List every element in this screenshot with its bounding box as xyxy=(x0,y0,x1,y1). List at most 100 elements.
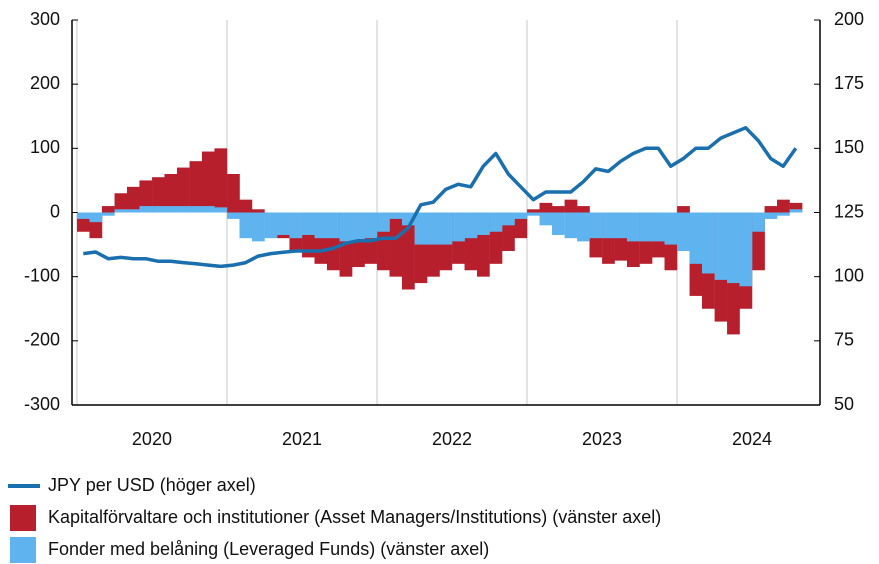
bar xyxy=(239,212,253,239)
bar xyxy=(227,212,240,219)
bar xyxy=(289,212,303,239)
bar xyxy=(577,206,590,213)
bar xyxy=(527,212,540,216)
bar xyxy=(164,206,178,213)
bar xyxy=(464,212,478,239)
y-tick-label: 0 xyxy=(50,201,60,221)
bar xyxy=(164,174,178,213)
bar xyxy=(739,212,753,287)
bar xyxy=(789,202,803,213)
bar xyxy=(201,206,215,213)
bar xyxy=(126,186,140,213)
legend-label: JPY per USD (höger axel) xyxy=(48,475,256,495)
bar xyxy=(664,212,678,245)
bar xyxy=(176,206,190,213)
legend-label: Kapitalförvaltare och institutioner (Ass… xyxy=(48,507,661,527)
bar xyxy=(727,212,740,284)
bar xyxy=(189,206,203,213)
y-tick-label: -100 xyxy=(24,265,60,285)
x-tick-label: 2022 xyxy=(432,429,472,449)
bar xyxy=(652,212,665,242)
bar xyxy=(527,209,540,213)
bar xyxy=(364,212,378,239)
bar xyxy=(77,212,90,219)
bar xyxy=(126,209,140,213)
y2-tick-label: 175 xyxy=(834,73,864,93)
bar xyxy=(251,209,265,213)
bar xyxy=(689,212,703,264)
bar xyxy=(702,212,715,274)
bar xyxy=(201,151,215,213)
legend-swatch xyxy=(10,505,36,531)
bar xyxy=(639,212,653,242)
bar xyxy=(677,212,690,251)
y2-tick-label: 75 xyxy=(834,330,854,350)
bar xyxy=(502,212,515,226)
y-tick-label: -300 xyxy=(24,394,60,414)
bar xyxy=(439,212,453,245)
legend-swatch xyxy=(10,537,36,563)
bar xyxy=(489,212,503,232)
bar xyxy=(139,206,153,213)
bar xyxy=(101,206,115,213)
bar xyxy=(277,212,290,235)
y2-tick-label: 125 xyxy=(834,201,864,221)
bar xyxy=(326,212,340,239)
bar xyxy=(626,212,640,242)
bar xyxy=(414,212,428,245)
bar xyxy=(564,199,578,213)
bar xyxy=(602,212,615,239)
bar xyxy=(176,167,190,213)
bar xyxy=(551,212,565,235)
y2-tick-label: 100 xyxy=(834,265,864,285)
bar xyxy=(251,212,265,242)
bar xyxy=(139,180,153,213)
y-tick-label: 200 xyxy=(30,73,60,93)
bar xyxy=(114,193,128,213)
y-tick-label: 100 xyxy=(30,137,60,157)
bar xyxy=(539,212,553,226)
x-tick-label: 2023 xyxy=(582,429,622,449)
bar xyxy=(714,212,728,280)
bar xyxy=(89,212,103,223)
bar xyxy=(264,212,278,239)
bar xyxy=(752,212,765,232)
bar xyxy=(352,212,365,242)
bar xyxy=(227,174,240,213)
bar xyxy=(239,199,253,213)
bar xyxy=(777,212,790,216)
bar xyxy=(302,212,315,235)
bar xyxy=(314,212,328,239)
bar xyxy=(614,212,628,239)
bar xyxy=(577,212,590,242)
line xyxy=(83,126,798,269)
bar xyxy=(551,206,565,213)
y2-tick-label: 150 xyxy=(834,137,864,157)
bar xyxy=(189,161,203,213)
legend-label: Fonder med belåning (Leveraged Funds) (v… xyxy=(48,539,489,559)
y2-tick-label: 50 xyxy=(834,394,854,414)
bar xyxy=(764,206,778,213)
bar xyxy=(514,212,528,219)
x-tick-label: 2021 xyxy=(282,429,322,449)
bar xyxy=(152,177,165,213)
bar xyxy=(114,209,128,213)
bar xyxy=(389,212,403,219)
bar xyxy=(777,199,790,213)
bar xyxy=(101,212,115,216)
bar xyxy=(214,148,228,213)
bar xyxy=(789,209,803,213)
y-tick-label: 300 xyxy=(30,9,60,29)
bar xyxy=(214,207,228,213)
bar xyxy=(377,212,390,232)
bar xyxy=(152,206,165,213)
bar xyxy=(764,212,778,219)
bar xyxy=(427,212,440,245)
y-tick-label: -200 xyxy=(24,330,60,350)
bar xyxy=(476,212,490,235)
x-tick-label: 2024 xyxy=(732,429,772,449)
bar xyxy=(539,202,553,213)
bar xyxy=(389,212,403,277)
bar xyxy=(564,212,578,239)
bar xyxy=(339,212,353,242)
